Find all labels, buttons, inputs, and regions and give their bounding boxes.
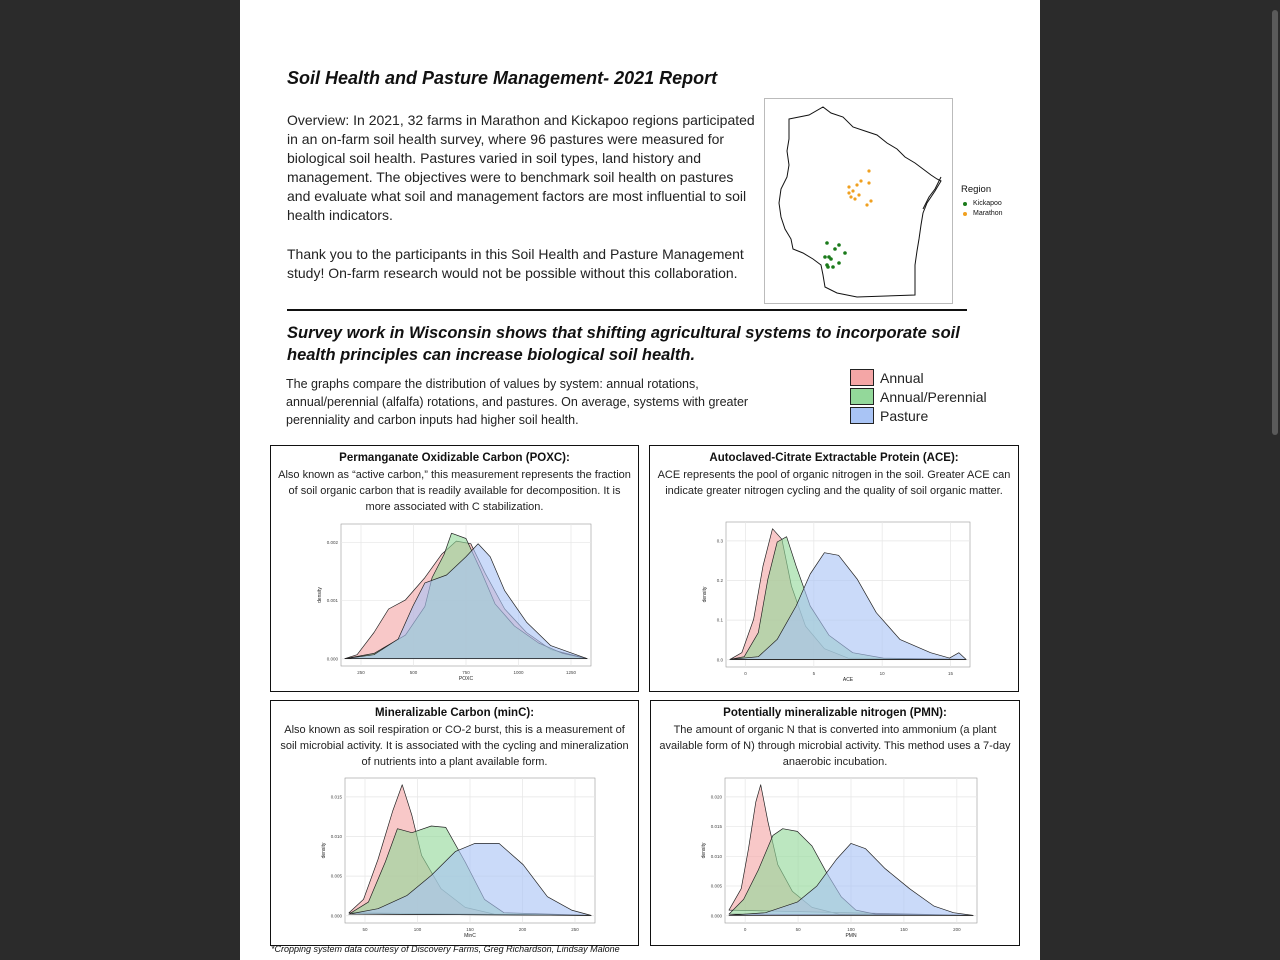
- x-tick-label: 150: [466, 927, 474, 932]
- section-divider: [287, 309, 967, 311]
- y-tick-label: 0.002: [327, 540, 339, 545]
- x-tick-label: 1250: [566, 670, 577, 675]
- y-tick-label: 0.000: [327, 656, 339, 661]
- legend-item-annual: Annual: [850, 368, 987, 387]
- y-tick-label: 0.1: [717, 618, 724, 623]
- panel-title: Permanganate Oxidizable Carbon (POXC):: [339, 452, 570, 464]
- panel-title: Autoclaved-Citrate Extractable Protein (…: [709, 452, 959, 464]
- legend-item-pasture: Pasture: [850, 406, 987, 425]
- y-tick-label: 0.005: [711, 884, 723, 889]
- overview-paragraph: Overview: In 2021, 32 farms in Marathon …: [287, 112, 755, 223]
- y-tick-label: 0.010: [711, 854, 723, 859]
- x-tick-label: 150: [900, 927, 908, 932]
- x-axis-label: POXC: [459, 676, 474, 682]
- thanks-paragraph: Thank you to the participants in this So…: [287, 246, 744, 281]
- density-area-pasture: [348, 843, 592, 916]
- annual-swatch-icon: [850, 369, 874, 386]
- y-tick-label: 0.005: [331, 874, 343, 879]
- x-tick-label: 100: [414, 927, 422, 932]
- y-tick-label: 0.015: [331, 794, 343, 799]
- x-tick-label: 500: [410, 670, 418, 675]
- system-legend: Annual Annual/Perennial Pasture: [850, 368, 987, 425]
- x-tick-label: 50: [796, 927, 802, 932]
- wisconsin-map-graphic: [778, 106, 942, 298]
- panel-ace: Autoclaved-Citrate Extractable Protein (…: [649, 445, 1019, 692]
- x-tick-label: 200: [953, 927, 961, 932]
- panel-description: Also known as “active carbon,” this meas…: [278, 469, 631, 513]
- y-axis-label: density: [317, 587, 323, 603]
- y-tick-label: 0.010: [331, 834, 343, 839]
- footnote: *Cropping system data courtesy of Discov…: [271, 944, 620, 954]
- x-tick-label: 5: [813, 671, 816, 676]
- map-legend: Region Kickapoo Marathon: [961, 184, 1003, 219]
- x-axis-label: ACE: [843, 677, 854, 683]
- map-legend-title: Region: [961, 184, 992, 195]
- panel-title: Potentially mineralizable nitrogen (PMN)…: [723, 707, 947, 719]
- x-axis-label: PMN: [845, 933, 857, 939]
- x-tick-label: 15: [948, 671, 954, 676]
- intro-paragraph: The graphs compare the distribution of v…: [286, 377, 749, 427]
- document-page: Soil Health and Pasture Management- 2021…: [240, 0, 1040, 960]
- panel-pmn: Potentially mineralizable nitrogen (PMN)…: [650, 700, 1020, 946]
- x-tick-label: 250: [357, 670, 365, 675]
- x-tick-label: 0: [744, 927, 747, 932]
- map-legend-item-marathon: Marathon: [963, 209, 1003, 219]
- y-tick-label: 0.001: [327, 598, 339, 603]
- y-tick-label: 0.3: [717, 538, 724, 543]
- pasture-swatch-icon: [850, 407, 874, 424]
- legend-item-annual-perennial: Annual/Perennial: [850, 387, 987, 406]
- minc-density-chart: 50 100 150 200 250 0.000 0.005 0.010 0.015 MinC de…: [321, 777, 596, 939]
- annual-perennial-swatch-icon: [850, 388, 874, 405]
- section-headline: Survey work in Wisconsin shows that shif…: [287, 324, 960, 364]
- panel-description: Also known as soil respiration or CO-2 b…: [280, 724, 629, 768]
- density-area-pasture: [728, 843, 974, 916]
- panel-poxc: Permanganate Oxidizable Carbon (POXC): A…: [270, 445, 639, 692]
- marathon-dot-icon: [963, 212, 967, 216]
- kickapoo-dot-icon: [963, 202, 967, 206]
- panel-description: ACE represents the pool of organic nitro…: [657, 469, 1011, 497]
- x-tick-label: 50: [362, 927, 368, 932]
- poxc-density-chart: 250 500 750 1000 1250 0.000 0.001 0.002 POXC dens…: [317, 523, 592, 682]
- panel-description: The amount of organic N that is converte…: [659, 724, 1011, 768]
- x-axis-label: MinC: [464, 933, 476, 939]
- y-axis-label: density: [701, 842, 707, 858]
- x-tick-label: 250: [571, 927, 579, 932]
- y-tick-label: 0.020: [711, 794, 723, 799]
- pmn-density-chart: 0 50 100 150 200 0.000 0.005 0.010 0.015 0.020 PMN…: [701, 777, 978, 939]
- x-tick-label: 10: [880, 671, 886, 676]
- y-tick-label: 0.2: [717, 578, 724, 583]
- map-legend-item-kickapoo: Kickapoo: [963, 199, 1003, 209]
- x-tick-label: 1000: [513, 670, 524, 675]
- y-tick-label: 0.015: [711, 824, 723, 829]
- panel-title: Mineralizable Carbon (minC):: [374, 707, 535, 719]
- density-area-pasture: [344, 543, 588, 659]
- x-tick-label: 200: [519, 927, 527, 932]
- density-area-pasture: [729, 552, 967, 660]
- scrollbar[interactable]: [1268, 0, 1280, 960]
- panel-minc: Mineralizable Carbon (minC): Also known …: [270, 700, 639, 946]
- x-tick-label: 750: [462, 670, 470, 675]
- y-tick-label: 0.000: [711, 913, 723, 918]
- wisconsin-map: [764, 98, 953, 304]
- y-axis-label: density: [321, 842, 327, 858]
- report-title: Soil Health and Pasture Management- 2021…: [287, 68, 718, 88]
- x-tick-label: 0: [744, 671, 747, 676]
- y-tick-label: 0.000: [331, 913, 343, 918]
- y-axis-label: density: [702, 586, 708, 602]
- y-tick-label: 0.0: [717, 657, 724, 662]
- ace-density-chart: 0 5 10 15 0.0 0.1 0.2 0.3 ACE density: [702, 521, 971, 683]
- x-tick-label: 100: [847, 927, 855, 932]
- scrollbar-thumb[interactable]: [1272, 10, 1278, 435]
